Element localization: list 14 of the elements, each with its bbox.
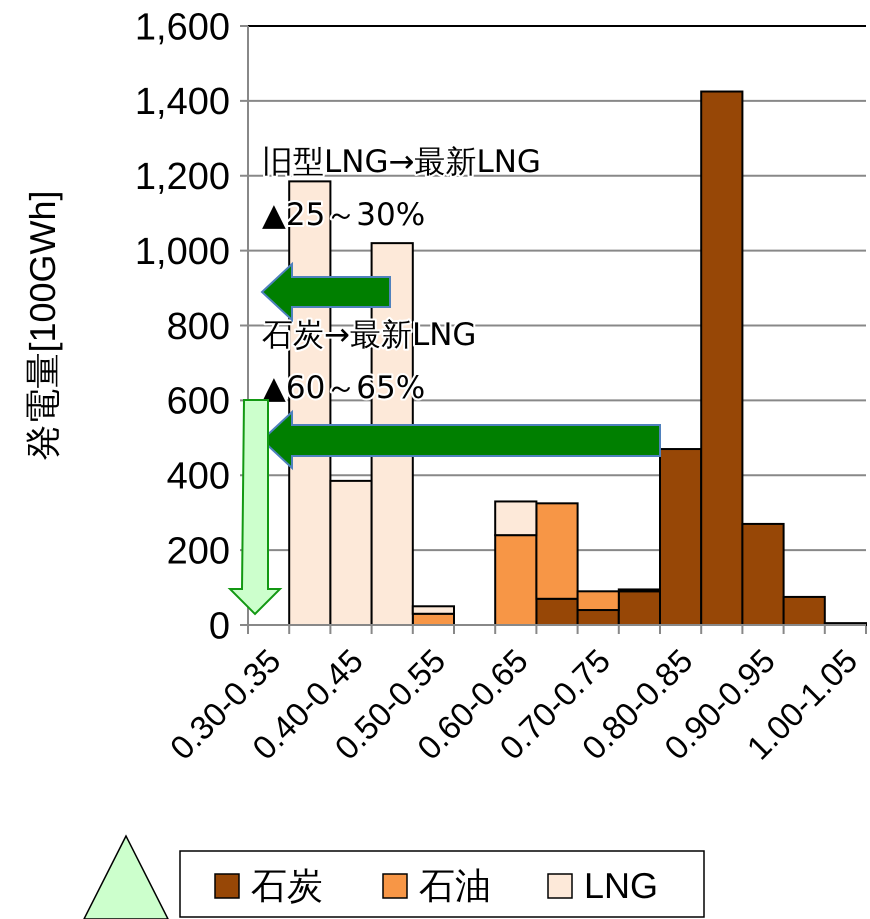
y-tick-label: 400 bbox=[166, 456, 230, 498]
legend-label: LNG bbox=[584, 865, 658, 906]
y-tick-label: 200 bbox=[166, 530, 230, 572]
legend-label: 石油 bbox=[419, 865, 491, 906]
y-tick-label: 1,400 bbox=[134, 81, 230, 124]
y-tick-label: 1,200 bbox=[134, 156, 230, 198]
annotation: 旧型LNG→最新LNG bbox=[262, 144, 541, 180]
legend-label: 石炭 bbox=[251, 865, 323, 906]
y-tick-label: 600 bbox=[166, 380, 230, 423]
y-tick-label: 800 bbox=[166, 306, 230, 348]
y-tick-label: 1,000 bbox=[134, 230, 230, 273]
y-axis-title: 発電量[100GWh] bbox=[22, 190, 63, 461]
y-tick-label: 1,600 bbox=[134, 6, 230, 48]
y-tick-label: 0 bbox=[208, 605, 230, 648]
